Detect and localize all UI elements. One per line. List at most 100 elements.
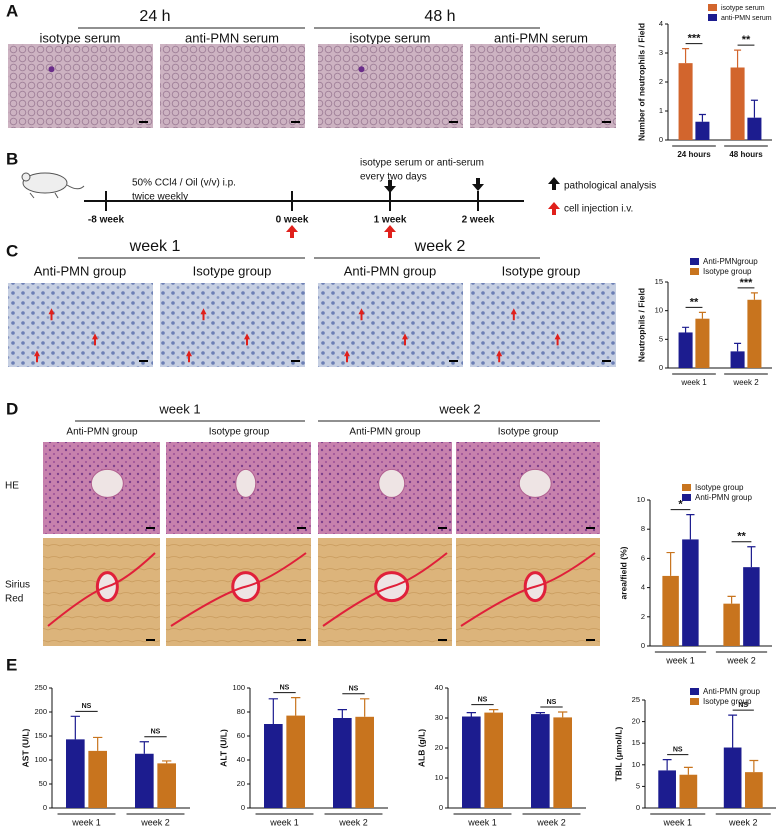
bar <box>658 770 676 808</box>
panel-letter: E <box>6 655 17 674</box>
legend-swatch <box>690 258 699 265</box>
bar <box>678 63 693 140</box>
y-tick-label: 15 <box>655 277 663 286</box>
x-tick-label: week 2 <box>726 655 756 665</box>
significance-label: NS <box>280 684 290 691</box>
y-tick-label: 20 <box>237 779 245 788</box>
significance-label: NS <box>738 702 748 709</box>
x-tick-label: week 1 <box>71 817 101 827</box>
y-tick-label: 30 <box>435 713 443 722</box>
panel-letter: A <box>6 1 18 20</box>
bar <box>730 67 745 140</box>
y-axis-label: area/field (%) <box>618 546 628 599</box>
x-tick-label: week 1 <box>680 378 707 387</box>
significance-label: NS <box>349 686 359 693</box>
error-bar <box>360 698 370 717</box>
legend-swatch <box>682 484 691 491</box>
bar <box>333 718 352 808</box>
significance-label: ** <box>742 34 751 46</box>
error-bar <box>683 766 693 775</box>
error-bar <box>734 49 742 68</box>
bar <box>157 763 176 808</box>
y-tick-label: 0 <box>636 803 640 812</box>
significance-label: *** <box>740 277 754 289</box>
y-tick-label: 150 <box>34 731 47 740</box>
y-tick-label: 3 <box>659 48 663 57</box>
legend-label: anti-PMN serum <box>721 15 772 22</box>
fibrosis <box>460 552 596 627</box>
image-label: anti-PMN serum <box>185 30 279 45</box>
y-axis-label: Neutrophils / Field <box>636 288 646 362</box>
bar <box>730 351 745 368</box>
y-tick-label: 25 <box>632 695 640 704</box>
bar <box>695 121 710 140</box>
fibrosis <box>322 552 448 627</box>
mouse-icon <box>21 172 85 199</box>
y-tick-label: 5 <box>636 781 640 790</box>
y-tick-label: 10 <box>637 495 645 504</box>
micrograph <box>470 44 616 128</box>
bar <box>747 117 762 140</box>
y-tick-label: 2 <box>659 77 663 86</box>
significance-label: ** <box>690 296 699 308</box>
y-tick-label: 0 <box>659 135 663 144</box>
significance-label: NS <box>478 696 488 703</box>
red-arrow <box>554 333 561 346</box>
micrograph <box>318 283 463 367</box>
group-label: week 1 <box>158 401 200 416</box>
treatment-text: every two days <box>360 172 427 183</box>
bar <box>695 318 710 368</box>
y-axis-label: AST (U/L) <box>20 728 30 767</box>
x-tick-label: 24 hours <box>677 150 711 159</box>
y-tick-label: 5 <box>659 334 663 343</box>
error-bar <box>682 326 690 333</box>
image-label: Anti-PMN group <box>66 427 138 438</box>
y-tick-label: 20 <box>435 743 443 752</box>
fibrosis <box>170 552 307 627</box>
analysis-arrows <box>384 177 560 193</box>
bar <box>743 567 760 646</box>
group-label: week 1 <box>129 238 181 255</box>
legend-label: Isotype group <box>695 483 744 492</box>
bar <box>723 603 740 646</box>
image-label: anti-PMN serum <box>494 30 588 45</box>
y-axis-label: TBIL (μmol/L) <box>613 727 623 782</box>
timeline-label: 0 week <box>276 215 309 226</box>
protocol-text: 50% CCl4 / Oil (v/v) i.p. <box>132 178 236 189</box>
red-arrow <box>358 308 365 321</box>
legend-label: Isotype group <box>703 697 752 706</box>
image-label: Isotype group <box>502 263 581 278</box>
error-bar <box>489 709 499 713</box>
micrograph <box>470 283 616 367</box>
neutrophil <box>358 66 365 73</box>
legend-swatch <box>708 14 717 21</box>
significance-label: * <box>678 499 683 511</box>
error-bar <box>291 697 301 716</box>
legend-swatch <box>708 4 717 11</box>
error-bar <box>686 514 695 540</box>
error-bar <box>666 551 675 576</box>
y-axis-label: ALT (U/L) <box>218 729 228 767</box>
y-tick-label: 10 <box>435 773 443 782</box>
row-label: HE <box>5 481 19 492</box>
y-tick-label: 50 <box>39 779 47 788</box>
significance-label: NS <box>547 699 557 706</box>
vessel <box>518 468 552 498</box>
y-tick-label: 2 <box>641 612 645 621</box>
red-arrow <box>510 308 517 321</box>
bar <box>355 716 374 808</box>
x-tick-label: week 2 <box>732 378 759 387</box>
y-tick-label: 6 <box>641 553 645 562</box>
micrograph <box>318 44 463 128</box>
y-tick-label: 40 <box>237 755 245 764</box>
fibrosis <box>47 552 156 627</box>
legend-text: cell injection i.v. <box>564 204 633 215</box>
error-bar <box>558 711 568 718</box>
bar <box>553 717 572 808</box>
x-tick-label: week 1 <box>665 655 695 665</box>
y-tick-label: 10 <box>632 760 640 769</box>
legend-label: Anti-PMNgroup <box>703 257 758 266</box>
error-bar <box>734 342 742 352</box>
image-label: Anti-PMN group <box>34 263 126 278</box>
bar <box>747 299 762 368</box>
